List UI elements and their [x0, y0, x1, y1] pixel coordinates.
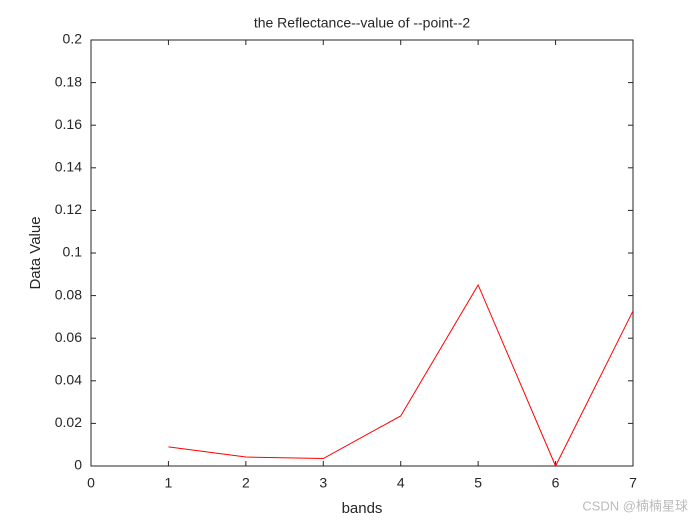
y-tick-label: 0.18	[55, 73, 82, 89]
watermark: CSDN @楠楠星球	[582, 498, 688, 513]
y-tick-label: 0	[74, 457, 82, 473]
y-tick-label: 0.06	[55, 329, 82, 345]
x-tick-label: 1	[165, 475, 173, 491]
x-tick-label: 3	[319, 475, 327, 491]
y-tick-label: 0.04	[55, 372, 82, 388]
x-tick-label: 5	[474, 475, 482, 491]
x-tick-label: 6	[552, 475, 560, 491]
y-tick-label: 0.2	[63, 31, 83, 47]
x-tick-label: 4	[397, 475, 405, 491]
data-line	[168, 283, 634, 468]
y-tick-label: 0.08	[55, 286, 82, 302]
y-tick-label: 0.16	[55, 116, 82, 132]
y-tick-label: 0.14	[55, 159, 82, 175]
y-tick-label: 0.02	[55, 414, 82, 430]
x-axis-label: bands	[342, 500, 383, 517]
y-tick-label: 0.1	[63, 244, 83, 260]
y-axis-label: Data Value	[27, 216, 44, 289]
y-tick-label: 0.12	[55, 201, 82, 217]
x-tick-label: 7	[629, 475, 637, 491]
chart-title: the Reflectance--value of --point--2	[254, 15, 471, 31]
x-tick-label: 2	[242, 475, 250, 491]
x-tick-label: 0	[87, 475, 95, 491]
